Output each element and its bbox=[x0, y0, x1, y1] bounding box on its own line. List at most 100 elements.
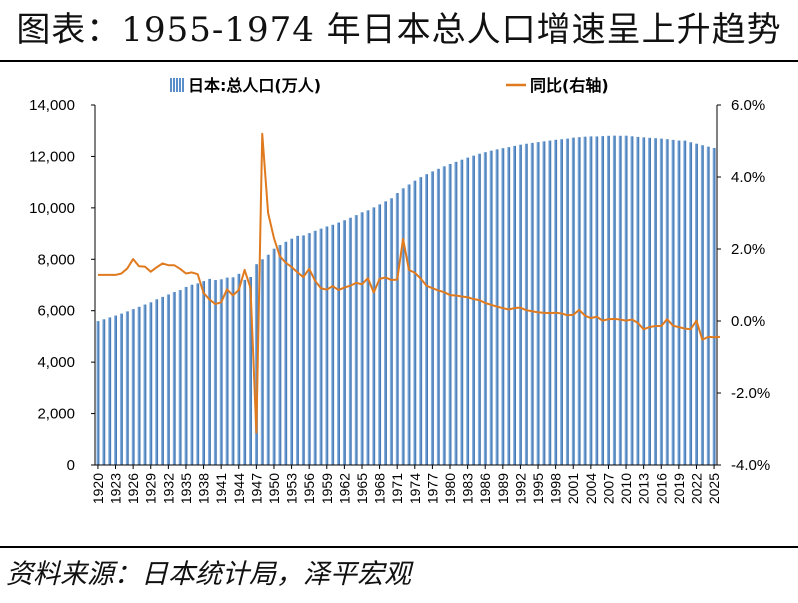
population-bar bbox=[137, 306, 141, 465]
population-bar bbox=[108, 317, 112, 465]
x-tick-label: 1926 bbox=[125, 473, 141, 504]
x-tick-label: 1998 bbox=[548, 473, 564, 504]
x-tick-label: 1932 bbox=[160, 473, 176, 504]
population-bar bbox=[648, 137, 651, 465]
population-bar bbox=[266, 254, 270, 465]
right-tick-label: -2.0% bbox=[731, 385, 770, 402]
population-bar bbox=[207, 278, 211, 465]
population-bar bbox=[683, 140, 687, 466]
page-title: 图表：1955-1974 年日本总人口增速呈上升趋势 bbox=[16, 10, 782, 50]
x-tick-label: 1983 bbox=[460, 473, 476, 504]
right-tick-label: 0.0% bbox=[731, 313, 765, 330]
population-bar bbox=[225, 277, 229, 465]
x-tick-label: 1971 bbox=[389, 473, 405, 504]
population-bar bbox=[700, 145, 704, 465]
yoy-line bbox=[97, 132, 720, 434]
x-tick-label: 1923 bbox=[108, 473, 124, 504]
population-bar bbox=[548, 140, 552, 465]
population-bar bbox=[606, 135, 610, 465]
population-bar bbox=[272, 248, 276, 465]
legend-label-yoy: 同比(右轴) bbox=[530, 76, 609, 95]
population-bar bbox=[319, 228, 323, 465]
population-bars bbox=[96, 135, 716, 466]
population-bar bbox=[695, 143, 698, 465]
population-bar bbox=[290, 238, 294, 465]
population-bar bbox=[190, 284, 194, 465]
title-divider bbox=[0, 60, 798, 62]
population-bar bbox=[583, 136, 587, 465]
population-bar bbox=[161, 296, 164, 465]
x-tick-label: 1992 bbox=[512, 473, 528, 504]
population-bar bbox=[489, 150, 493, 466]
population-bar bbox=[472, 155, 475, 465]
x-tick-label: 1965 bbox=[354, 473, 370, 504]
population-bar bbox=[360, 212, 364, 465]
right-tick-label: -4.0% bbox=[731, 457, 770, 474]
population-bar bbox=[260, 259, 264, 465]
left-tick-label: 0 bbox=[67, 457, 75, 474]
population-bar bbox=[612, 135, 616, 465]
left-tick-label: 6,000 bbox=[37, 303, 75, 320]
left-tick-label: 12,000 bbox=[29, 148, 75, 165]
legend-label-population: 日本:总人口(万人) bbox=[188, 76, 321, 95]
population-bar bbox=[389, 198, 393, 466]
population-bar bbox=[372, 207, 376, 465]
legend-bar-swatch bbox=[182, 78, 184, 92]
population-bar bbox=[155, 299, 159, 465]
population-bar bbox=[571, 137, 575, 466]
population-bar bbox=[706, 146, 710, 465]
population-bar bbox=[354, 215, 358, 465]
population-bar bbox=[96, 321, 100, 465]
population-bar bbox=[536, 142, 540, 466]
population-bar bbox=[254, 264, 258, 465]
population-bar bbox=[460, 159, 464, 465]
population-bar bbox=[119, 313, 123, 465]
x-tick-label: 1950 bbox=[266, 473, 282, 504]
population-bar bbox=[166, 294, 170, 465]
population-bar bbox=[642, 137, 646, 465]
population-bar bbox=[407, 184, 411, 465]
population-bar bbox=[618, 135, 622, 465]
population-bar bbox=[624, 135, 628, 465]
population-bar bbox=[477, 153, 481, 465]
x-tick-label: 2010 bbox=[618, 473, 634, 504]
population-bar bbox=[325, 226, 329, 465]
population-bar bbox=[560, 139, 563, 465]
population-bar bbox=[442, 166, 446, 466]
right-tick-label: 6.0% bbox=[731, 97, 765, 114]
population-bar bbox=[131, 309, 135, 465]
x-tick-label: 1995 bbox=[530, 473, 546, 504]
population-bar bbox=[237, 273, 241, 465]
x-tick-label: 2004 bbox=[583, 473, 599, 504]
population-bar bbox=[524, 143, 528, 465]
population-bar bbox=[501, 148, 505, 466]
population-bar bbox=[419, 177, 423, 465]
population-bar bbox=[659, 138, 663, 466]
population-bar bbox=[448, 163, 452, 465]
source-note: 资料来源：日本统计局，泽平宏观 bbox=[6, 559, 411, 590]
x-tick-label: 2022 bbox=[689, 473, 705, 504]
x-tick-label: 1941 bbox=[213, 473, 229, 504]
population-bar bbox=[143, 304, 147, 465]
population-bar bbox=[677, 140, 681, 465]
x-tick-label: 1944 bbox=[231, 473, 247, 504]
population-bar bbox=[278, 245, 282, 465]
population-bar bbox=[436, 168, 440, 466]
x-tick-label: 2016 bbox=[653, 473, 669, 504]
population-bar bbox=[331, 224, 335, 465]
population-bar bbox=[671, 139, 675, 465]
population-bar bbox=[102, 319, 106, 465]
population-bar bbox=[231, 277, 235, 465]
yoy-growth-line bbox=[97, 132, 720, 434]
left-tick-label: 14,000 bbox=[29, 97, 75, 114]
population-bar bbox=[595, 136, 599, 465]
population-bar bbox=[712, 147, 716, 465]
population-bar bbox=[530, 142, 534, 465]
population-bar bbox=[507, 147, 511, 465]
population-bar bbox=[149, 302, 153, 465]
population-bar bbox=[249, 277, 252, 465]
population-bar bbox=[401, 188, 405, 465]
population-bar bbox=[601, 136, 605, 466]
x-tick-label: 1920 bbox=[90, 473, 106, 504]
population-bar bbox=[348, 217, 352, 465]
